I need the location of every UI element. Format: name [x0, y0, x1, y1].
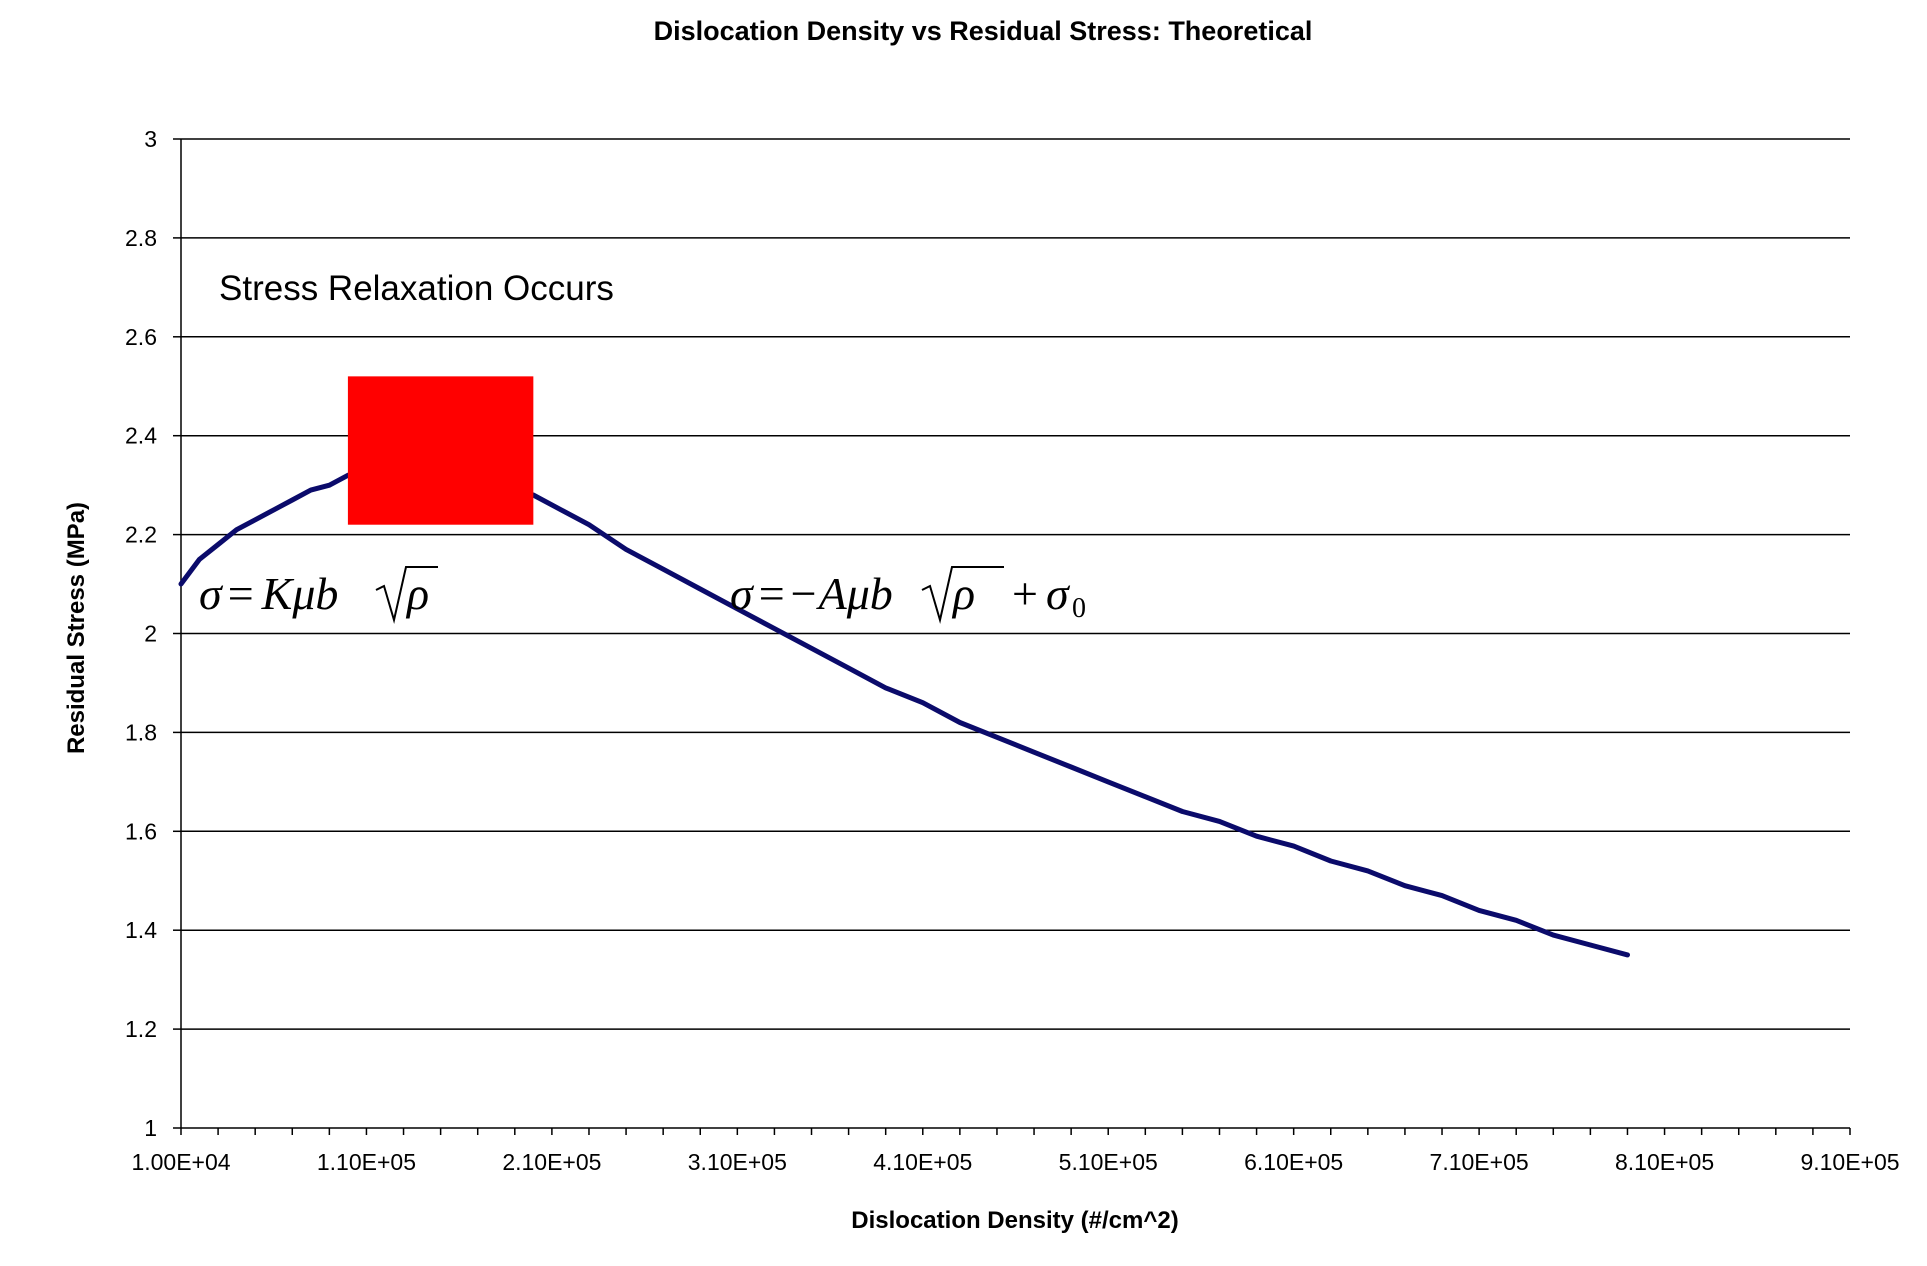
y-tick-label: 2.8 [125, 225, 157, 251]
data-point [290, 497, 295, 503]
data-point [1106, 779, 1111, 785]
highlight-box [347, 376, 534, 525]
svg-text:σ=Kμb: σ = Kμb [199, 568, 338, 619]
y-tick-label: 1.4 [125, 917, 157, 943]
y-tick-label: 2.4 [125, 423, 157, 449]
y-tick-label: 2.2 [125, 522, 157, 548]
chart-title: Dislocation Density vs Residual Stress: … [654, 16, 1313, 46]
svg-text:ρ: ρ [951, 568, 975, 619]
data-point [1143, 794, 1148, 799]
data-point [994, 735, 1000, 740]
data-point [327, 483, 332, 488]
data-point [772, 626, 777, 631]
data-point [920, 700, 925, 705]
svg-text:+: + [1012, 568, 1038, 619]
svg-text:σ: σ [1046, 568, 1071, 619]
data-point [559, 507, 564, 513]
data-point [1180, 809, 1185, 814]
formula-right: σ = −Aμb ρ + σ 0 [730, 566, 1086, 624]
data-point [735, 606, 740, 611]
y-tick-label: 1.8 [125, 719, 157, 745]
x-tick-label: 7.10E+05 [1430, 1149, 1529, 1175]
data-point [197, 557, 202, 562]
data-point [271, 507, 276, 513]
data-point [661, 567, 666, 572]
data-point [1402, 883, 1408, 888]
data-point [883, 685, 888, 691]
y-tick-label: 2.6 [125, 324, 157, 350]
y-tick-label: 1.2 [125, 1016, 157, 1042]
data-point [586, 522, 592, 527]
x-axis-title: Dislocation Density (#/cm^2) [851, 1207, 1178, 1234]
y-tick-label: 3 [144, 126, 157, 152]
y-ticks: 1 1.2 1.4 1.6 1.8 2 2.2 2.4 2.6 2.8 3 [125, 126, 181, 1141]
data-point [253, 517, 258, 522]
y-tick-label: 1.6 [125, 818, 157, 844]
data-point [1217, 819, 1222, 824]
x-ticks: 1.00E+04 1.10E+05 2.10E+05 3.10E+05 4.10E+05… [131, 1128, 1900, 1175]
data-point [846, 665, 851, 671]
svg-text:0: 0 [1072, 593, 1086, 624]
data-point [1254, 834, 1259, 839]
data-point [698, 586, 703, 592]
data-point [1439, 893, 1445, 898]
x-tick-label: 5.10E+05 [1059, 1149, 1158, 1175]
y-tick-label: 2 [144, 621, 157, 647]
data-point [623, 547, 629, 552]
x-tick-label: 6.10E+05 [1244, 1149, 1343, 1175]
x-tick-label: 1.10E+05 [317, 1149, 416, 1175]
data-point [1476, 908, 1482, 913]
x-tick-label: 9.10E+05 [1800, 1149, 1899, 1175]
data-point [957, 720, 963, 725]
data-point [1514, 918, 1519, 923]
data-point [308, 487, 313, 493]
data-point [234, 527, 239, 532]
data-point [1625, 952, 1630, 958]
data-point [1365, 868, 1371, 874]
annotation-stress-relaxation: Stress Relaxation Occurs [219, 269, 614, 308]
series-points [178, 463, 1630, 958]
x-tick-label: 4.10E+05 [873, 1149, 972, 1175]
data-point [1031, 750, 1037, 755]
svg-text:ρ: ρ [405, 568, 429, 619]
y-axis-title: Residual Stress (MPa) [63, 502, 90, 754]
data-point [1551, 932, 1556, 938]
data-point [809, 646, 814, 651]
data-point [1068, 764, 1074, 770]
data-point [1588, 942, 1593, 948]
data-point [215, 542, 221, 547]
y-tick-label: 1 [144, 1115, 157, 1141]
formula-left: σ = Kμb ρ [199, 566, 438, 624]
x-tick-label: 3.10E+05 [688, 1149, 787, 1175]
data-point [1291, 843, 1296, 849]
data-point [178, 581, 184, 587]
x-tick-label: 8.10E+05 [1615, 1149, 1714, 1175]
x-tick-label: 2.10E+05 [502, 1149, 601, 1175]
x-tick-label: 1.00E+04 [131, 1149, 230, 1175]
svg-text:σ=−Aμb: σ = −Aμb [730, 568, 893, 619]
series-line [178, 462, 1630, 958]
data-point [1328, 858, 1334, 864]
